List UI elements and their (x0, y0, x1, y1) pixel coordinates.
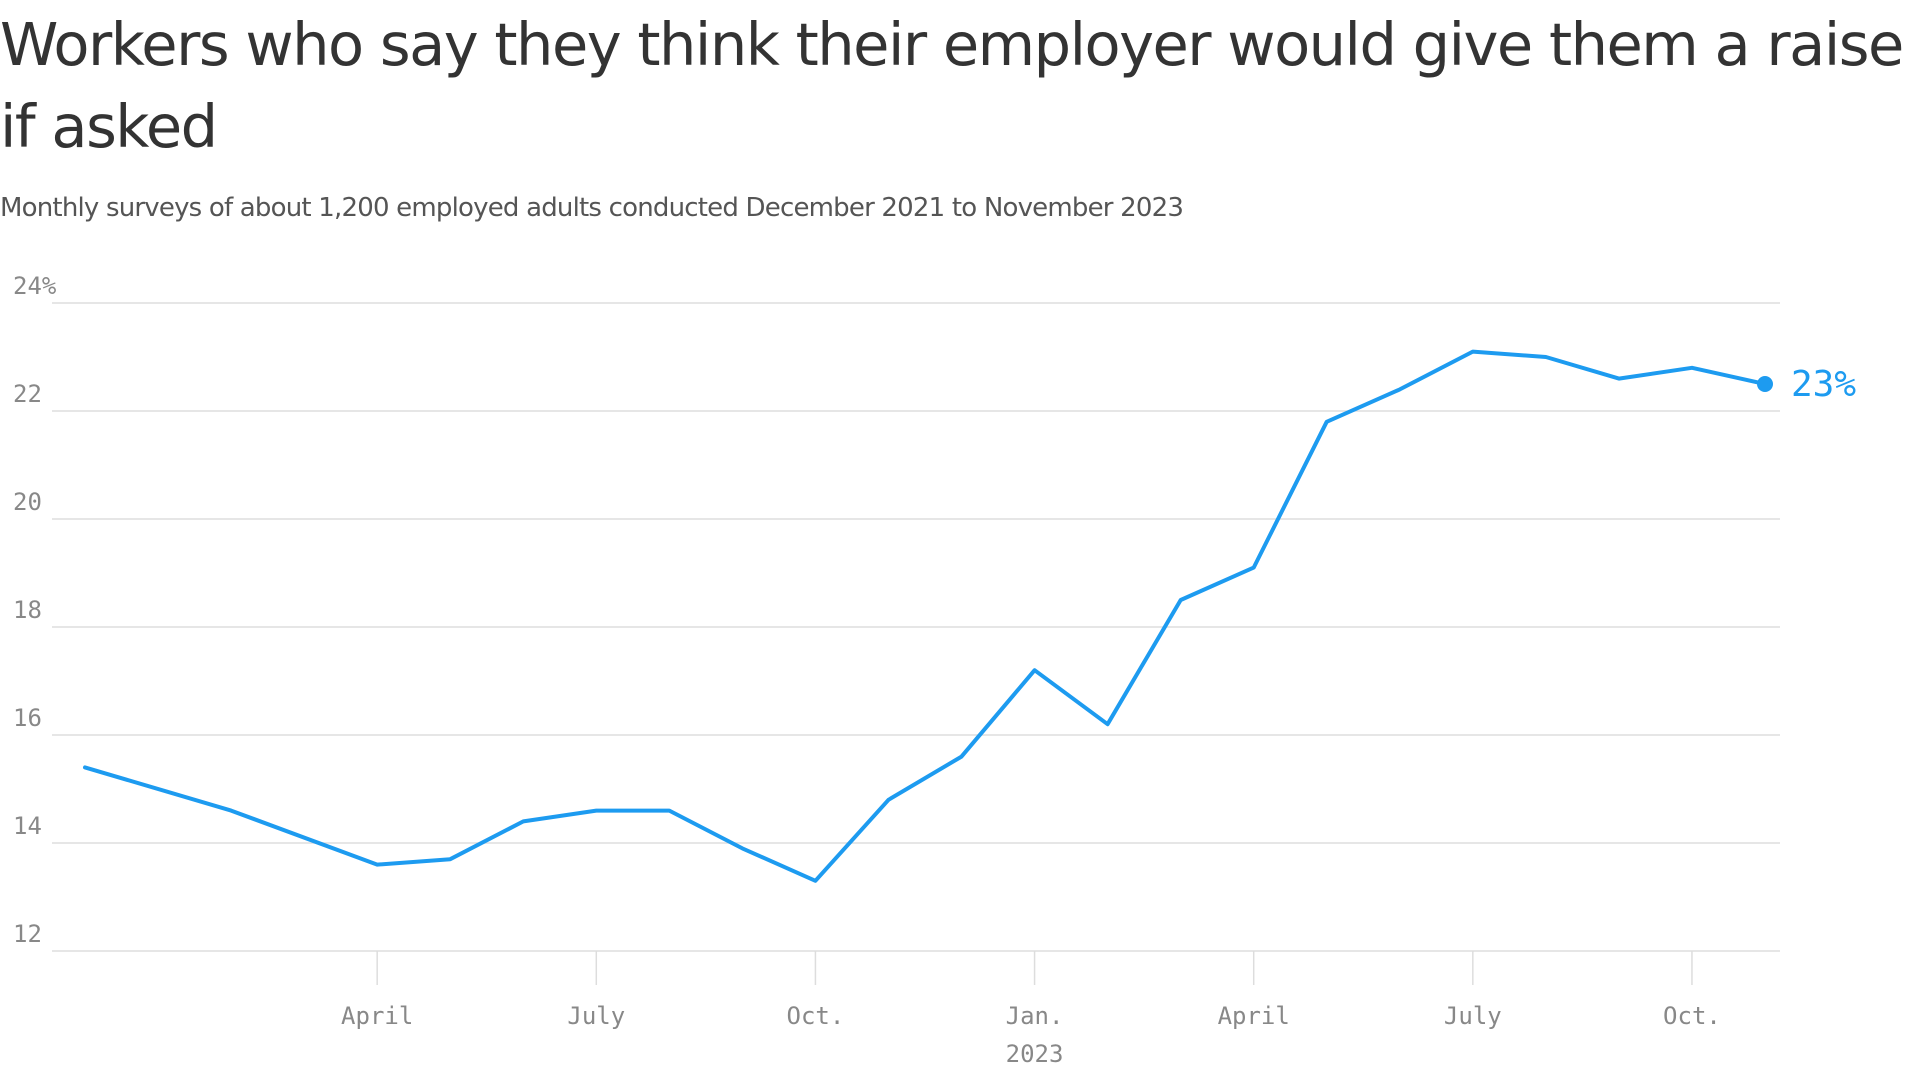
end-value-label: 23% (1791, 364, 1856, 405)
y-axis-labels: 24% 22 20 18 16 14 12 (13, 272, 57, 948)
end-point-marker (1757, 376, 1773, 392)
x-axis-ticks (376, 951, 1693, 985)
x-tick-label: Oct. (787, 1002, 845, 1030)
x-tick-label: Jan. (1006, 1002, 1064, 1030)
y-tick-label: 22 (13, 380, 42, 408)
y-tick-label: 12 (13, 920, 42, 948)
x-axis-labels: April July Oct. Jan. 2023 April July Oct. (341, 1002, 1721, 1068)
y-tick-label: 24% (13, 272, 57, 300)
x-tick-sublabel: 2023 (1006, 1040, 1064, 1068)
y-tick-label: 20 (13, 488, 42, 516)
chart-title: Workers who say they think their employe… (0, 10, 1904, 161)
series-layer: 23% (83, 349, 1856, 883)
y-tick-label: 16 (13, 704, 42, 732)
y-tick-label: 14 (13, 812, 42, 840)
chart-subtitle: Monthly surveys of about 1,200 employed … (0, 193, 1184, 223)
x-tick-label: April (1218, 1002, 1290, 1030)
x-tick-label: July (567, 1002, 625, 1030)
y-tick-label: 18 (13, 596, 42, 624)
gridlines (52, 302, 1780, 952)
x-tick-label: April (341, 1002, 413, 1030)
x-tick-label: Oct. (1663, 1002, 1721, 1030)
series-line (83, 349, 1767, 883)
x-tick-label: July (1444, 1002, 1502, 1030)
